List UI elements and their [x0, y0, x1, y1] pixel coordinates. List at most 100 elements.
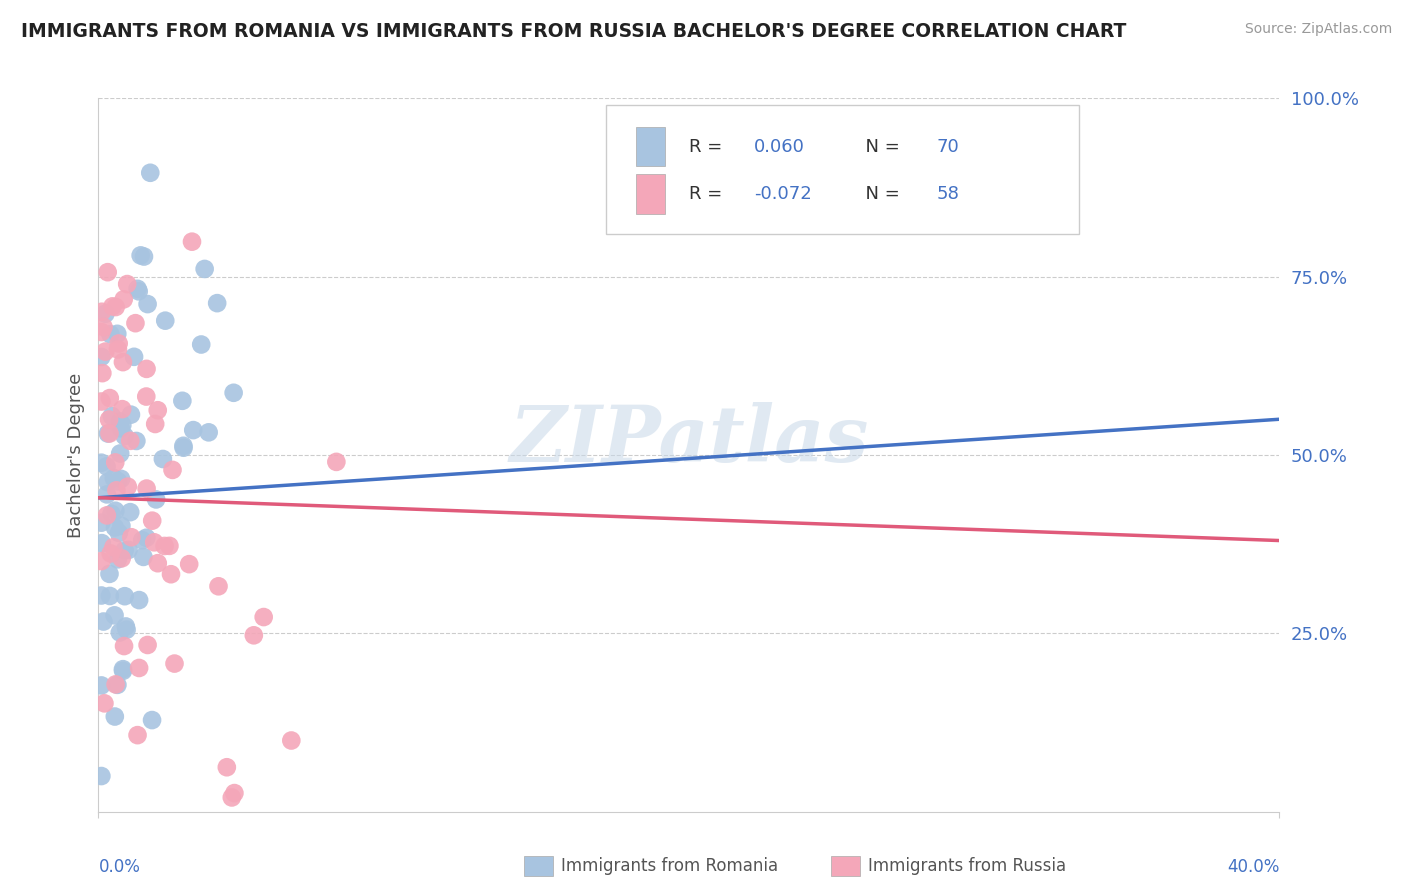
Point	[97, 265, 120, 279]
Text: IMMIGRANTS FROM ROMANIA VS IMMIGRANTS FROM RUSSIA BACHELOR'S DEGREE CORRELATION : IMMIGRANTS FROM ROMANIA VS IMMIGRANTS FR…	[21, 22, 1126, 41]
Point	[97, 475, 120, 490]
Text: 40.0%: 40.0%	[1227, 858, 1279, 876]
Point	[135, 390, 157, 404]
Point	[107, 475, 129, 489]
Point	[224, 786, 246, 800]
Point	[110, 421, 132, 435]
Point	[100, 409, 122, 423]
Point	[105, 483, 128, 498]
Point	[129, 248, 152, 262]
Point	[141, 713, 163, 727]
Point	[90, 678, 112, 692]
Point	[194, 262, 217, 277]
Point	[115, 623, 138, 637]
Point	[128, 285, 150, 299]
Point	[222, 385, 245, 400]
Point	[114, 429, 136, 443]
Point	[280, 733, 302, 747]
Point	[155, 313, 177, 327]
Point	[179, 557, 201, 571]
Point	[90, 769, 112, 783]
Point	[104, 455, 127, 469]
Point	[112, 639, 135, 653]
Point	[101, 299, 124, 313]
Point	[93, 615, 115, 629]
Point	[114, 589, 136, 603]
Point	[96, 487, 118, 501]
Point	[108, 446, 131, 460]
Text: -0.072: -0.072	[754, 186, 811, 203]
Point	[135, 531, 157, 545]
Point	[205, 296, 228, 310]
Point	[110, 518, 132, 533]
Point	[146, 556, 169, 570]
Text: N =: N =	[855, 186, 905, 203]
Point	[139, 166, 162, 180]
Point	[90, 536, 112, 550]
Point	[111, 402, 134, 417]
Text: 70: 70	[936, 137, 960, 155]
Point	[181, 423, 204, 437]
Point	[104, 677, 127, 691]
Point	[143, 535, 166, 549]
Point	[97, 426, 120, 441]
FancyBboxPatch shape	[523, 856, 553, 876]
Point	[103, 608, 125, 623]
Point	[104, 504, 127, 518]
Point	[111, 355, 134, 369]
Text: ZIPatlas: ZIPatlas	[509, 402, 869, 479]
Point	[90, 325, 112, 339]
Point	[108, 525, 131, 540]
Text: 0.060: 0.060	[754, 137, 804, 155]
Point	[243, 628, 266, 642]
Point	[104, 709, 127, 723]
Point	[124, 316, 146, 330]
Point	[146, 403, 169, 417]
Point	[90, 554, 112, 568]
Point	[90, 305, 112, 319]
Point	[117, 543, 139, 558]
Point	[143, 417, 166, 431]
Point	[104, 520, 127, 534]
Point	[96, 508, 118, 523]
Point	[120, 505, 142, 519]
Point	[128, 593, 150, 607]
Point	[111, 551, 134, 566]
Point	[135, 482, 157, 496]
Point	[105, 326, 128, 341]
Point	[111, 418, 134, 433]
Text: Immigrants from Russia: Immigrants from Russia	[869, 857, 1067, 875]
Point	[153, 539, 176, 553]
Point	[107, 343, 129, 357]
Point	[96, 459, 118, 474]
Text: 58: 58	[936, 186, 960, 203]
Point	[110, 472, 132, 486]
FancyBboxPatch shape	[636, 175, 665, 214]
Point	[91, 366, 114, 380]
Point	[325, 455, 347, 469]
Point	[98, 566, 121, 581]
Point	[90, 456, 112, 470]
Point	[108, 414, 131, 428]
Y-axis label: Bachelor's Degree: Bachelor's Degree	[66, 372, 84, 538]
Point	[112, 664, 135, 678]
Point	[172, 439, 194, 453]
Point	[94, 344, 117, 359]
Point	[157, 539, 180, 553]
Point	[120, 434, 142, 448]
Text: R =: R =	[689, 137, 728, 155]
Point	[103, 540, 125, 554]
Point	[98, 412, 121, 426]
Point	[221, 790, 243, 805]
Point	[181, 235, 204, 249]
Point	[90, 516, 112, 530]
Point	[104, 300, 127, 314]
Point	[90, 589, 112, 603]
Point	[114, 543, 136, 558]
Point	[253, 610, 276, 624]
Text: N =: N =	[855, 137, 905, 155]
FancyBboxPatch shape	[831, 856, 860, 876]
Point	[162, 463, 184, 477]
FancyBboxPatch shape	[606, 105, 1078, 234]
Point	[127, 728, 149, 742]
